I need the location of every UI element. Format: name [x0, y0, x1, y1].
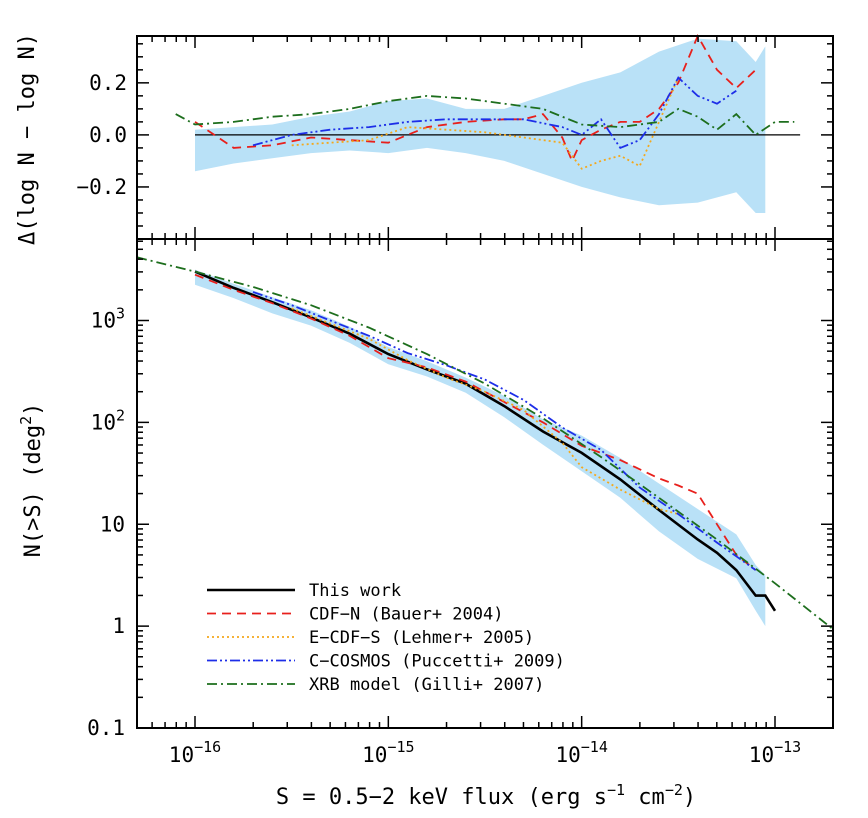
- bottom-panel-series-this-work: [194, 270, 777, 612]
- legend-label-cdf-n-bauer-2004: CDF−N (Bauer+ 2004): [309, 605, 503, 625]
- top-panel-series-cdf-n-bauer-2004: [194, 33, 757, 164]
- top-y-tick-label: 0.0: [89, 123, 127, 147]
- bottom-panel-y-tick-labels: 0.1 1 10 102 103: [87, 305, 125, 741]
- top-panel-y-tick-labels: −0.2 0.0 0.2: [76, 71, 127, 199]
- bottom-panel-uncertainty-band: [195, 269, 766, 627]
- bottom-panel-x-tick-labels: 10−16 10−15 10−14 10−13: [169, 738, 801, 767]
- top-y-tick-label: −0.2: [76, 175, 127, 199]
- top-panel-series-e-cdf-s-lehmer-2005: [291, 77, 680, 170]
- legend-label-e-cdf-s-lehmer-2005: E−CDF−S (Lehmer+ 2005): [309, 628, 534, 648]
- x-axis-label: S = 0.5−2 keV flux (erg s−1 cm−2): [276, 781, 696, 810]
- bottom-panel-series-e-cdf-s-lehmer-2005: [291, 307, 679, 515]
- tick-marks: [137, 36, 833, 729]
- bottom-x-tick-label: 10−13: [749, 738, 801, 767]
- top-panel-uncertainty-band: [195, 38, 766, 213]
- legend-label-c-cosmos-puccetti-2009: C−COSMOS (Puccetti+ 2009): [309, 652, 565, 672]
- bottom-panel-y-axis-label: N(>S) (deg2): [17, 403, 46, 558]
- legend-label-xrb-model-gilli-2007: XRB model (Gilli+ 2007): [309, 675, 544, 695]
- bottom-y-tick-label: 0.1: [87, 716, 125, 740]
- top-y-tick-label: 0.2: [89, 71, 127, 95]
- bottom-y-tick-label: 1: [112, 614, 125, 638]
- legend: This work CDF−N (Bauer+ 2004) E−CDF−S (Leh…: [207, 581, 565, 695]
- bottom-panel-frame: [136, 238, 834, 729]
- bottom-x-tick-label: 10−16: [169, 738, 221, 767]
- bottom-y-tick-label: 102: [91, 406, 125, 434]
- top-panel-series-c-cosmos-puccetti-2009: [252, 76, 737, 150]
- legend-label-this-work: This work: [309, 581, 401, 601]
- bottom-x-tick-label: 10−15: [362, 738, 414, 767]
- bottom-panel-series-cdf-n-bauer-2004: [194, 273, 757, 571]
- top-panel-series-layer: [175, 33, 795, 170]
- bottom-x-tick-label: 10−14: [555, 738, 607, 767]
- bottom-y-tick-label: 10: [100, 512, 125, 536]
- bottom-panel-series-layer: [136, 256, 834, 630]
- bottom-panel-band-layer: [195, 269, 766, 627]
- bottom-y-tick-label: 103: [91, 305, 125, 333]
- top-panel-band-layer: [195, 38, 766, 213]
- top-panel-y-axis-label: Δ(log N − log N): [15, 33, 40, 245]
